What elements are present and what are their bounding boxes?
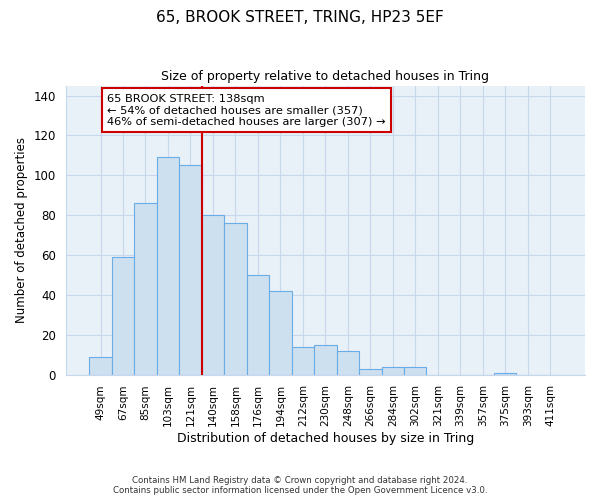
Text: 65 BROOK STREET: 138sqm
← 54% of detached houses are smaller (357)
46% of semi-d: 65 BROOK STREET: 138sqm ← 54% of detache… [107,94,386,126]
Bar [292,346,314,374]
Bar [269,291,292,374]
Bar [202,215,224,374]
Text: Contains HM Land Registry data © Crown copyright and database right 2024.
Contai: Contains HM Land Registry data © Crown c… [113,476,487,495]
X-axis label: Distribution of detached houses by size in Tring: Distribution of detached houses by size … [177,432,474,445]
Title: Size of property relative to detached houses in Tring: Size of property relative to detached ho… [161,70,490,83]
Bar [157,158,179,374]
Bar [314,344,337,374]
Y-axis label: Number of detached properties: Number of detached properties [15,137,28,323]
Bar [382,366,404,374]
Bar [359,368,382,374]
Bar [224,223,247,374]
Bar [247,275,269,374]
Bar [112,257,134,374]
Bar [494,372,517,374]
Bar [134,203,157,374]
Text: 65, BROOK STREET, TRING, HP23 5EF: 65, BROOK STREET, TRING, HP23 5EF [156,10,444,25]
Bar [89,356,112,374]
Bar [337,350,359,374]
Bar [404,366,427,374]
Bar [179,166,202,374]
